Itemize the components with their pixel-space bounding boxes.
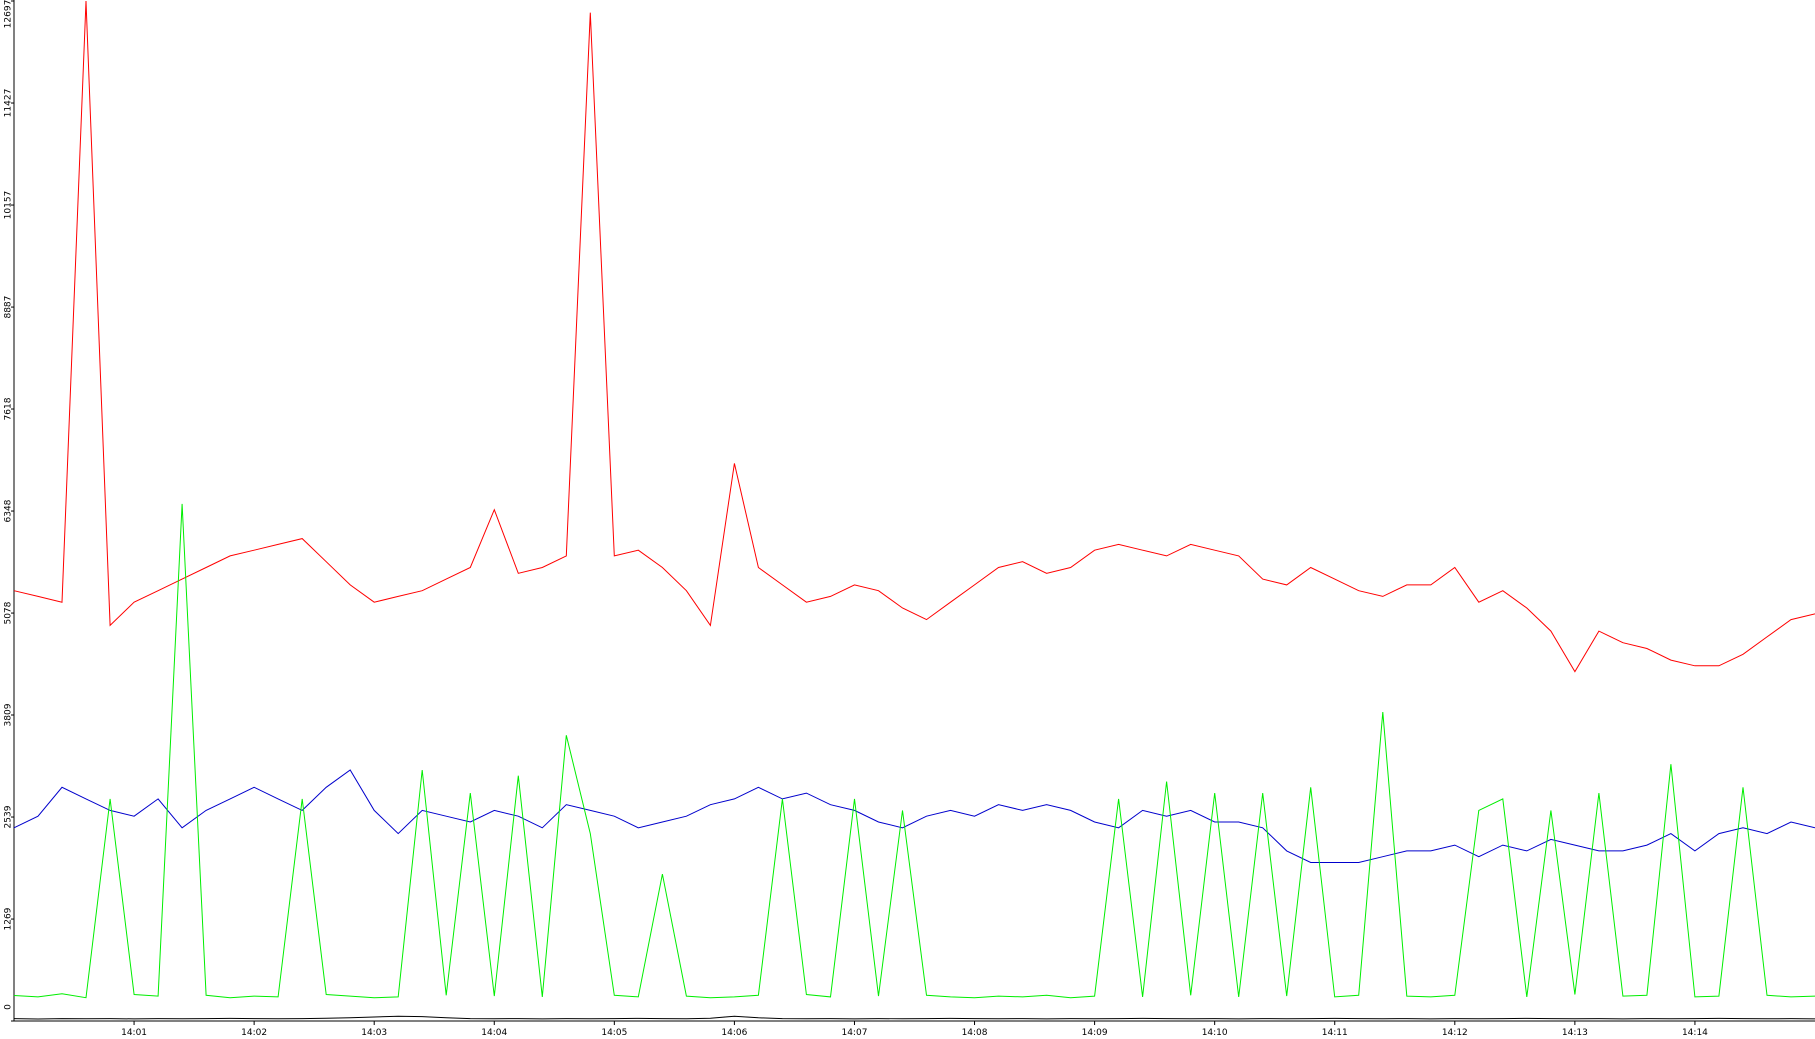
y-tick-label: 11427	[4, 89, 14, 118]
x-tick-label: 14:01	[121, 1028, 147, 1038]
x-tick-label: 14:07	[841, 1028, 867, 1038]
x-tick-label: 14:09	[1082, 1028, 1108, 1038]
y-tick-label: 3809	[4, 703, 14, 726]
y-tick-label: 10157	[4, 191, 14, 220]
x-tick-label: 14:04	[481, 1028, 507, 1038]
x-tick-label: 14:11	[1322, 1028, 1348, 1038]
y-tick-label: 8887	[4, 296, 14, 319]
series-line	[13, 1015, 1815, 1020]
y-tick-label: 2539	[4, 805, 14, 828]
x-tick-label: 14:03	[361, 1028, 387, 1038]
y-tick-label: 6348	[4, 499, 14, 522]
x-tick-label: 14:02	[241, 1028, 267, 1038]
series-line	[13, 769, 1815, 863]
series-line	[13, 503, 1815, 999]
x-tick-label: 14:12	[1442, 1028, 1468, 1038]
x-tick-label: 14:08	[962, 1028, 988, 1038]
x-tick-label: 14:14	[1682, 1028, 1708, 1038]
y-tick-label: 5078	[4, 601, 14, 624]
x-tick-label: 14:06	[721, 1028, 747, 1038]
y-tick-label: 0	[4, 1004, 14, 1010]
x-tick-label: 14:13	[1562, 1028, 1588, 1038]
x-tick-label: 14:05	[601, 1028, 627, 1038]
x-tick-label: 14:10	[1202, 1028, 1228, 1038]
y-tick-label: 12697	[4, 0, 14, 28]
series-line	[13, 0, 1815, 673]
y-tick-label: 7618	[4, 397, 14, 420]
y-tick-label: 1269	[4, 907, 14, 930]
